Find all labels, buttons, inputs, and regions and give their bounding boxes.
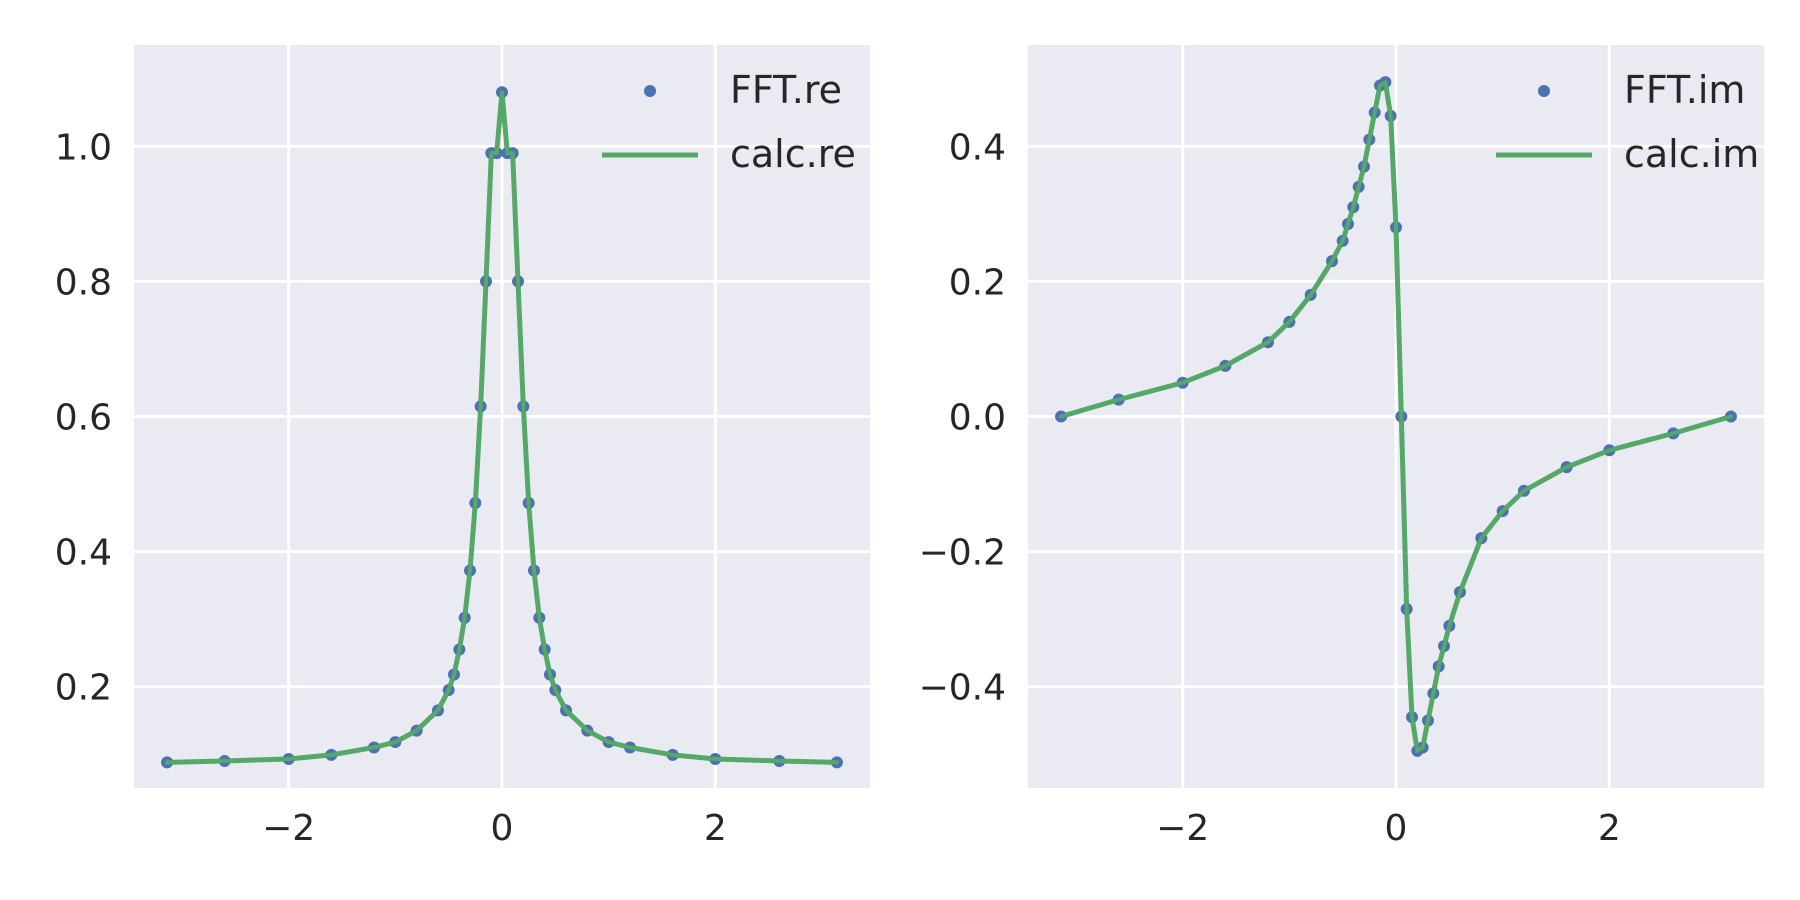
x-tick-label: 2 (704, 808, 727, 849)
left-subplot-real-part: −2 0 2 0.2 0.4 0.6 0.8 1.0 FFT.re calc.re (55, 45, 870, 849)
legend-marker-dot (644, 85, 656, 97)
y-tick-label: 0.4 (55, 533, 112, 574)
series-line-overlay (165, 90, 839, 765)
y-tick-label: 0.0 (949, 398, 1006, 439)
x-tick-label: −2 (1156, 808, 1209, 849)
y-tick-label: 0.8 (55, 262, 112, 303)
y-tick-label: −0.2 (919, 533, 1006, 574)
y-tick-label: 0.4 (949, 127, 1006, 168)
series-line-overlay (1059, 80, 1733, 753)
x-tick-label: 2 (1598, 808, 1621, 849)
right-subplot-imaginary-part: −2 0 2 −0.4 −0.2 0.0 0.2 0.4 FFT.im calc.im (919, 45, 1764, 849)
legend-entry-label: calc.im (1624, 132, 1759, 176)
x-tick-label: 0 (1385, 808, 1408, 849)
legend-entry-label: FFT.im (1624, 68, 1745, 112)
y-tick-label: 0.6 (55, 398, 112, 439)
legend: FFT.im calc.im (1496, 68, 1759, 176)
y-tick-label: 0.2 (949, 262, 1006, 303)
x-tick-label: 0 (491, 808, 514, 849)
x-tick-label: −2 (262, 808, 315, 849)
y-tick-label: 1.0 (55, 127, 112, 168)
legend-entry-label: calc.re (730, 132, 856, 176)
y-tick-label: 0.2 (55, 668, 112, 709)
legend-marker-dot (1538, 85, 1550, 97)
legend-entry-label: FFT.re (730, 68, 842, 112)
y-tick-label: −0.4 (919, 668, 1006, 709)
legend: FFT.re calc.re (602, 68, 856, 176)
